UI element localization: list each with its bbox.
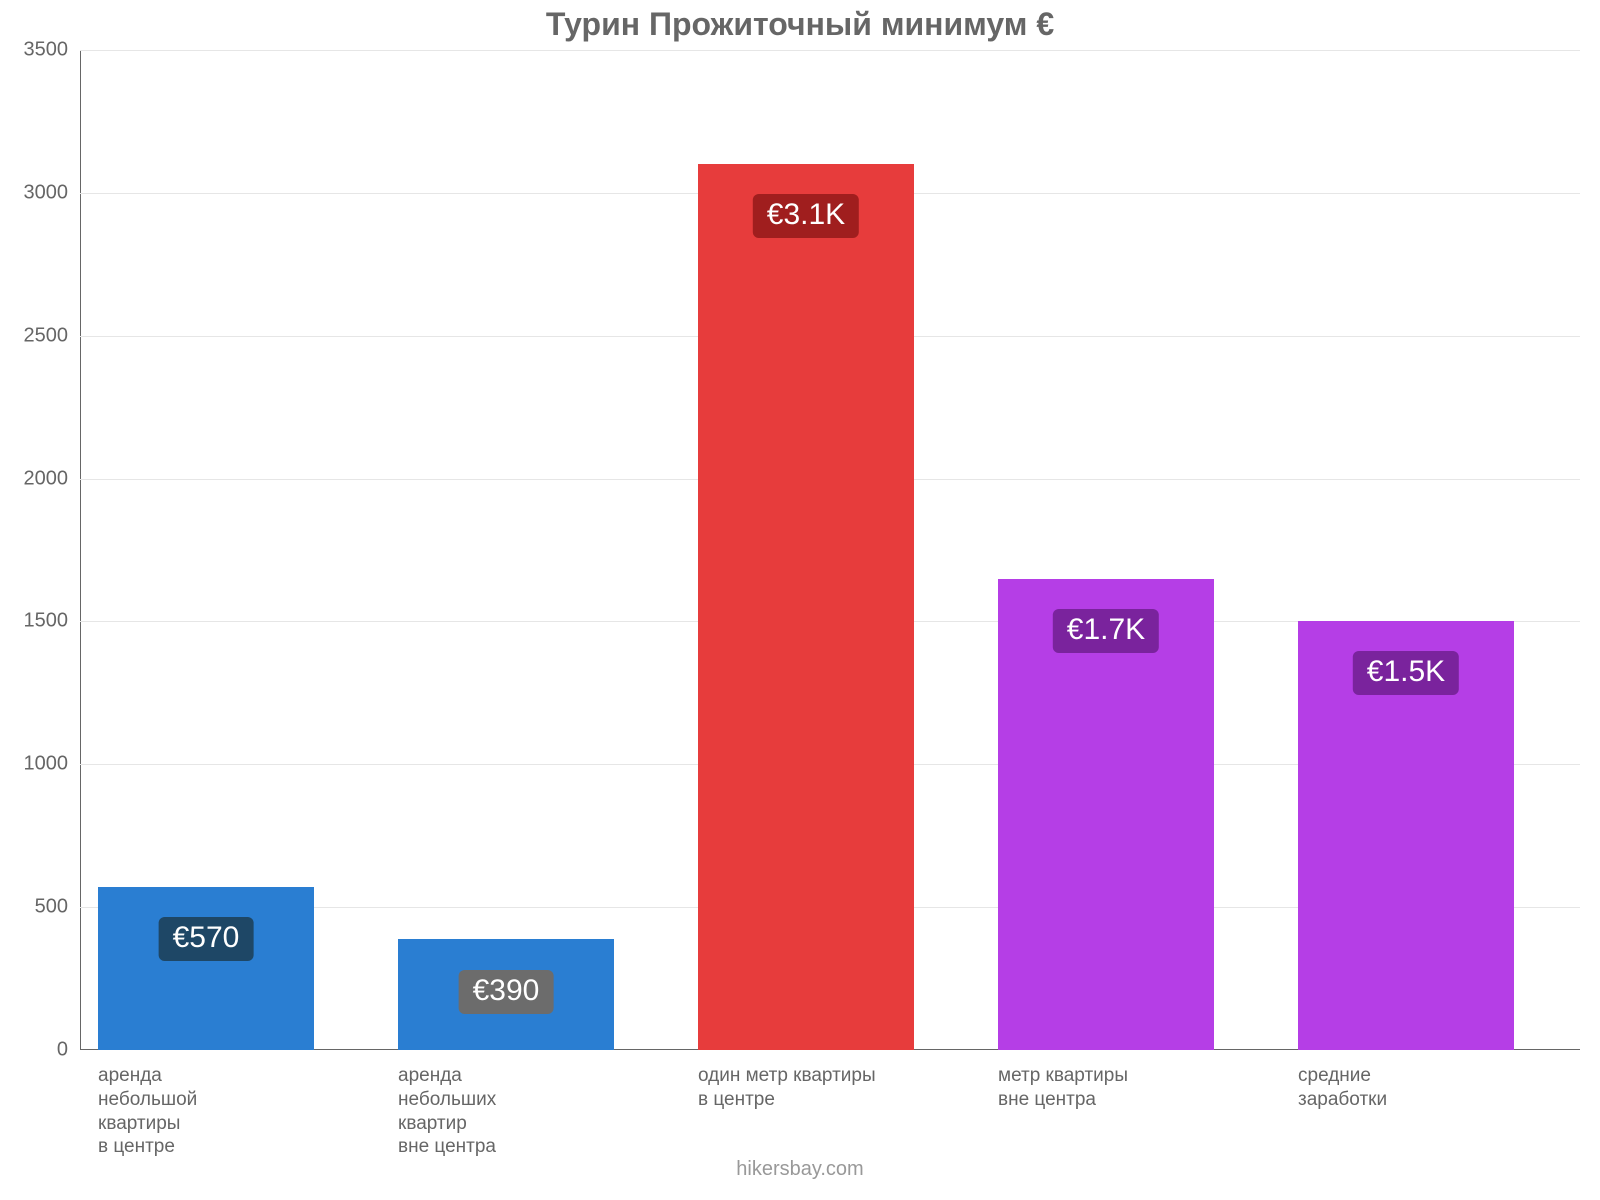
x-axis-label: аренда небольшой квартиры в центре — [98, 1064, 314, 1159]
value-badge: €3.1K — [753, 194, 859, 238]
x-axis-label: средние заработки — [1298, 1064, 1514, 1112]
plot-area: 0500100015002000250030003500€570аренда н… — [80, 50, 1580, 1050]
y-tick-label: 2000 — [24, 467, 69, 490]
y-tick-label: 0 — [57, 1039, 68, 1062]
value-badge: €570 — [159, 917, 254, 961]
x-axis-label: один метр квартиры в центре — [698, 1064, 914, 1112]
y-tick-label: 1500 — [24, 610, 69, 633]
bar — [98, 887, 314, 1050]
y-tick-label: 1000 — [24, 753, 69, 776]
chart-title: Турин Прожиточный минимум € — [0, 6, 1600, 43]
bar — [698, 164, 914, 1050]
y-tick-label: 3500 — [24, 39, 69, 62]
value-badge: €390 — [459, 970, 554, 1014]
value-badge: €1.7K — [1053, 609, 1159, 653]
x-axis-label: аренда небольших квартир вне центра — [398, 1064, 614, 1159]
x-axis-label: метр квартиры вне центра — [998, 1064, 1214, 1112]
chart-footer: hikersbay.com — [0, 1158, 1600, 1181]
y-tick-label: 3000 — [24, 181, 69, 204]
value-badge: €1.5K — [1353, 651, 1459, 695]
grid-line — [80, 50, 1580, 51]
y-axis-line — [80, 50, 81, 1050]
y-tick-label: 2500 — [24, 324, 69, 347]
y-tick-label: 500 — [35, 896, 68, 919]
cost-of-living-chart: Турин Прожиточный минимум € 050010001500… — [0, 0, 1600, 1200]
